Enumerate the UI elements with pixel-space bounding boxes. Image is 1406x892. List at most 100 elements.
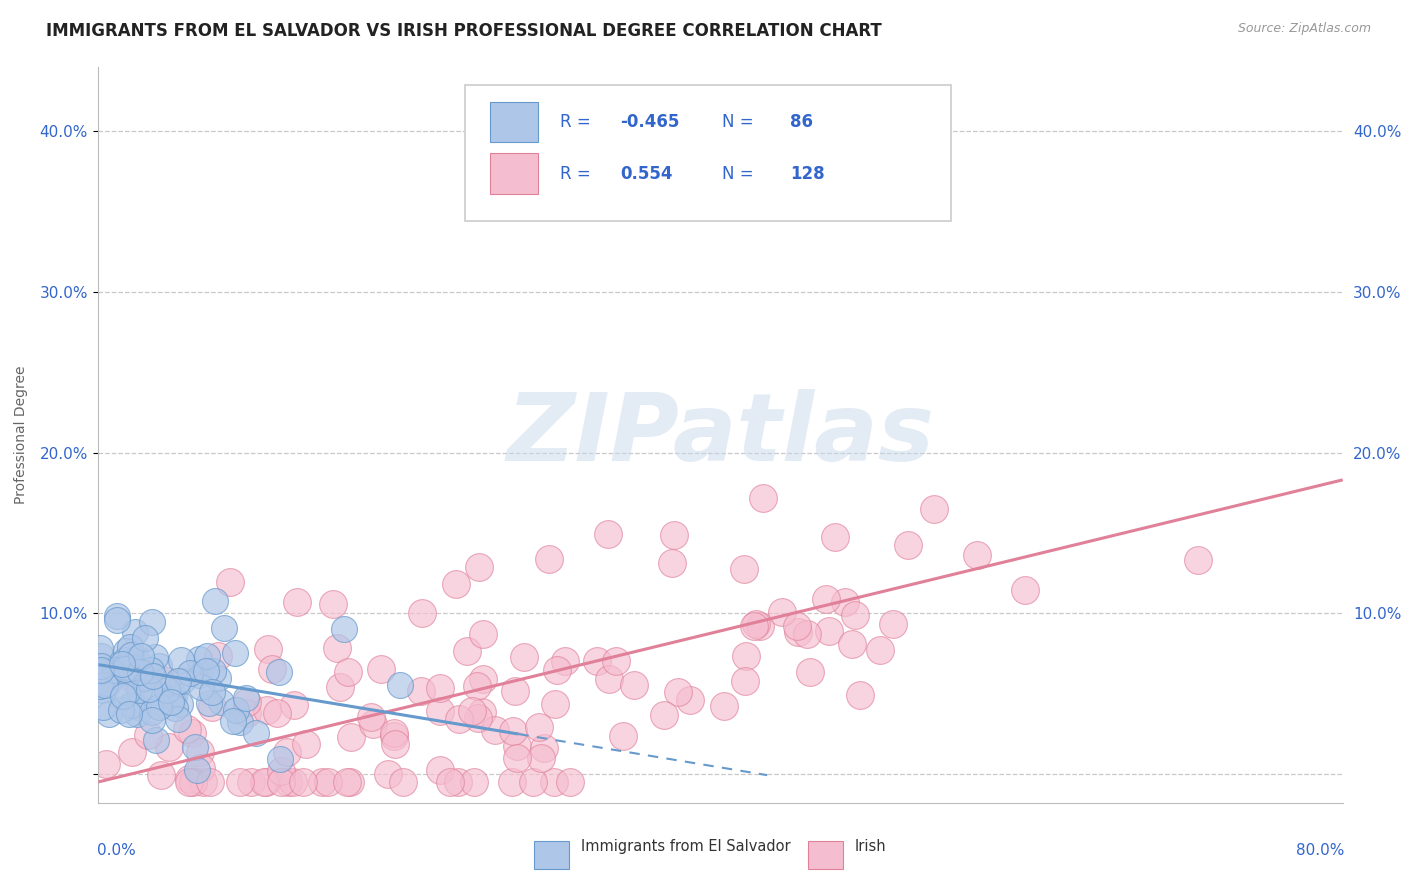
Point [169, 698, 191, 712]
Point [409, 684, 432, 698]
Text: IMMIGRANTS FROM EL SALVADOR VS IRISH PROFESSIONAL DEGREE CORRELATION CHART: IMMIGRANTS FROM EL SALVADOR VS IRISH PRO… [46, 22, 882, 40]
Point [325, 640, 347, 655]
Point [124, 624, 146, 639]
Text: R =: R = [560, 113, 596, 131]
Point [533, 741, 555, 756]
Point [143, 649, 166, 664]
Point [128, 683, 150, 698]
Point [187, 652, 209, 666]
Point [162, 689, 184, 703]
Point [844, 607, 866, 622]
Point [270, 764, 292, 778]
Point [94, 678, 117, 692]
Point [105, 662, 128, 676]
Point [229, 714, 252, 729]
Point [150, 767, 173, 781]
Point [209, 696, 232, 710]
Point [339, 730, 361, 744]
Point [752, 491, 775, 505]
Point [256, 703, 278, 717]
Point [128, 665, 150, 679]
Point [748, 619, 770, 633]
Point [105, 613, 128, 627]
Point [382, 725, 405, 739]
Point [560, 775, 582, 789]
Text: 80.0%: 80.0% [1295, 843, 1344, 858]
Text: 128: 128 [790, 165, 825, 183]
Point [277, 775, 299, 789]
Point [744, 616, 766, 631]
Point [115, 685, 138, 699]
Point [814, 592, 837, 607]
Point [468, 560, 491, 574]
Point [849, 688, 872, 702]
Point [370, 662, 392, 676]
Point [796, 627, 818, 641]
Point [156, 674, 179, 689]
Point [207, 648, 229, 663]
Point [966, 548, 988, 562]
Point [388, 678, 411, 692]
Point [122, 661, 145, 675]
Point [167, 674, 190, 689]
Point [311, 775, 333, 789]
Point [177, 772, 200, 786]
Point [333, 622, 356, 636]
Point [245, 726, 267, 740]
Point [136, 728, 159, 742]
Point [824, 530, 846, 544]
Point [194, 664, 217, 678]
Point [148, 658, 170, 673]
Point [204, 594, 226, 608]
Point [90, 659, 112, 673]
Point [742, 619, 765, 633]
Point [605, 655, 627, 669]
Point [97, 676, 120, 690]
Point [193, 775, 215, 789]
Point [162, 691, 184, 706]
Point [90, 665, 112, 679]
Point [222, 714, 245, 729]
Point [110, 703, 132, 717]
Point [444, 577, 467, 591]
Point [506, 739, 529, 753]
Point [170, 653, 193, 667]
Point [195, 648, 218, 663]
Point [734, 674, 756, 689]
Point [90, 649, 112, 664]
Point [190, 761, 212, 775]
Point [484, 723, 506, 738]
Point [543, 697, 565, 711]
Point [623, 677, 645, 691]
Point [90, 663, 112, 677]
Text: ZIPatlas: ZIPatlas [506, 389, 935, 481]
Point [124, 652, 146, 666]
Text: Irish: Irish [855, 839, 887, 855]
Text: 0.0%: 0.0% [97, 843, 136, 858]
Point [201, 700, 224, 714]
Point [129, 648, 152, 663]
Point [157, 739, 180, 754]
Point [186, 763, 208, 777]
Point [447, 775, 470, 789]
Point [336, 775, 359, 789]
Point [236, 706, 259, 720]
Point [124, 673, 146, 688]
Point [114, 660, 136, 674]
Point [382, 729, 405, 743]
Point [799, 665, 821, 679]
Point [141, 713, 163, 727]
Point [127, 700, 149, 714]
Point [922, 501, 945, 516]
Point [145, 733, 167, 747]
Point [190, 681, 212, 695]
Text: 0.554: 0.554 [620, 165, 672, 183]
Point [121, 746, 143, 760]
Point [201, 684, 224, 698]
Point [188, 745, 211, 759]
Point [269, 751, 291, 765]
FancyBboxPatch shape [465, 86, 950, 221]
Point [142, 668, 165, 682]
Point [527, 720, 550, 734]
Point [322, 597, 344, 611]
